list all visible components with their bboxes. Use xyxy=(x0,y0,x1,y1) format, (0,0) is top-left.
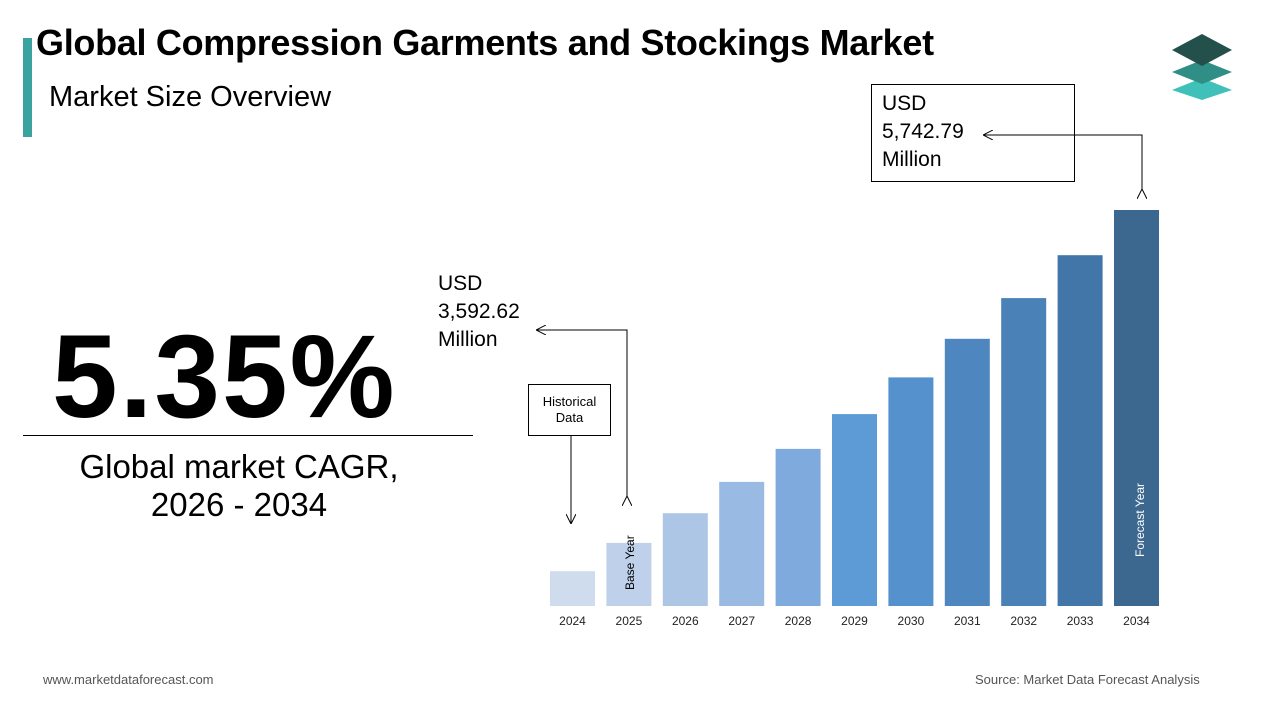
x-tick-label-2028: 2028 xyxy=(785,614,812,628)
bar-2034 xyxy=(1114,210,1159,606)
start-callout-arrow xyxy=(537,330,627,497)
base-year-label: Base Year xyxy=(623,535,637,590)
tick-labels-group: 2024 2025 2026 2027 2028 2029 2030 2031 2032 2033… xyxy=(559,614,1150,628)
layers-logo-icon xyxy=(1172,34,1232,100)
footer-website: www.marketdataforecast.com xyxy=(43,672,214,687)
x-tick-label-2025: 2025 xyxy=(616,614,643,628)
bar-2026 xyxy=(662,513,708,606)
x-tick-label-2031: 2031 xyxy=(954,614,981,628)
page-subtitle: Market Size Overview xyxy=(49,81,332,113)
cagr-label: Global market CAGR, 2026 - 2034 xyxy=(23,448,455,524)
title-accent-bar xyxy=(23,38,32,137)
bar-2024 xyxy=(550,571,595,606)
end-value-callout: USD 5,742.79 Million xyxy=(871,84,1075,182)
bar-2028 xyxy=(775,448,821,606)
bars-group xyxy=(550,210,1159,606)
start-callout-line1: USD xyxy=(438,272,483,295)
x-tick-label-2034: 2034 xyxy=(1123,614,1150,628)
x-tick-label-2030: 2030 xyxy=(898,614,925,628)
x-tick-label-2027: 2027 xyxy=(728,614,755,628)
footer-source: Source: Market Data Forecast Analysis xyxy=(975,672,1200,687)
start-callout-line2: 3,592.62 xyxy=(438,300,520,323)
end-callout-line1: USD xyxy=(882,92,927,115)
start-value-callout: USD 3,592.62 Million xyxy=(438,270,520,354)
start-callout-line3: Million xyxy=(438,328,498,351)
x-tick-label-2024: 2024 xyxy=(559,614,586,628)
bar-2030 xyxy=(888,377,934,606)
end-callout-line2: 5,742.79 xyxy=(882,120,964,143)
cagr-value: 5.35% xyxy=(52,311,397,443)
bar-2031 xyxy=(944,338,990,606)
bar-2025 xyxy=(606,542,652,606)
x-tick-label-2026: 2026 xyxy=(672,614,699,628)
end-callout-line3: Million xyxy=(882,148,942,171)
bar-2029 xyxy=(832,414,877,606)
bar-2032 xyxy=(1001,298,1047,606)
cagr-label-line2: 2026 - 2034 xyxy=(150,486,328,523)
bar-2027 xyxy=(719,481,765,606)
cagr-divider xyxy=(23,435,473,436)
x-tick-label-2033: 2033 xyxy=(1067,614,1094,628)
page-title: Global Compression Garments and Stocking… xyxy=(36,22,934,63)
forecast-year-label: Forecast Year xyxy=(1133,483,1147,557)
bar-2033 xyxy=(1057,255,1103,606)
end-callout-arrow xyxy=(984,135,1142,190)
cagr-label-line1: Global market CAGR, xyxy=(79,448,399,485)
x-tick-label-2029: 2029 xyxy=(841,614,868,628)
annotation-arrows xyxy=(537,135,1142,523)
x-tick-label-2032: 2032 xyxy=(1010,614,1037,628)
